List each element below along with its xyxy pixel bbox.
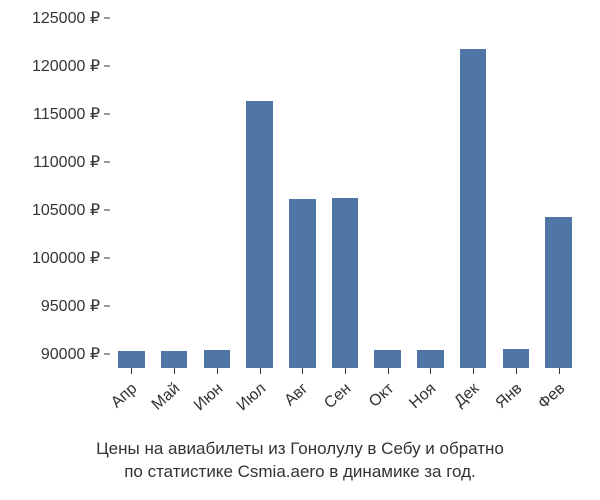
x-tick-label: Окт [366,380,398,411]
y-tick-label: 120000 ₽ [0,56,100,76]
x-tick-label: Фев [535,380,569,413]
x-tick-mark [559,368,560,374]
x-tick-mark [345,368,346,374]
x-tick-label: Янв [492,380,526,413]
x-tick-mark [516,368,517,374]
y-tick-mark [104,113,110,114]
y-tick-label: 90000 ₽ [0,344,100,364]
chart-caption: Цены на авиабилеты из Гонолулу в Себу и … [0,438,600,484]
x-tick-label: Сен [321,380,355,413]
y-tick-label: 115000 ₽ [0,104,100,124]
bar [161,351,187,368]
y-tick-mark [104,257,110,258]
x-tick-label: Июн [191,380,227,415]
bar [332,198,358,368]
x-tick-mark [260,368,261,374]
x-tick-label: Авг [282,380,313,410]
y-tick-mark [104,209,110,210]
x-tick-label: Июл [233,380,269,415]
y-tick-mark [104,65,110,66]
bar [460,49,486,368]
y-tick-mark [104,305,110,306]
y-tick-label: 110000 ₽ [0,152,100,172]
y-tick-label: 105000 ₽ [0,200,100,220]
x-tick-label: Май [149,380,184,414]
bar [204,350,230,368]
x-tick-mark [473,368,474,374]
x-tick-mark [430,368,431,374]
bar [417,350,443,368]
y-tick-label: 100000 ₽ [0,248,100,268]
y-tick-mark [104,161,110,162]
bar [545,217,571,368]
caption-line-2: по статистике Csmia.aero в динамике за г… [124,462,476,481]
plot-area [110,18,580,368]
bar [118,351,144,368]
bar [246,101,272,368]
caption-line-1: Цены на авиабилеты из Гонолулу в Себу и … [96,439,504,458]
x-tick-mark [302,368,303,374]
x-tick-mark [388,368,389,374]
x-tick-label: Дек [451,380,483,411]
x-tick-label: Апр [108,380,141,412]
bar [503,349,529,368]
y-tick-label: 125000 ₽ [0,8,100,28]
x-tick-mark [174,368,175,374]
y-tick-mark [104,18,110,19]
y-tick-label: 95000 ₽ [0,296,100,316]
x-tick-mark [217,368,218,374]
y-tick-mark [104,353,110,354]
bar [374,350,400,368]
price-chart: 90000 ₽ 95000 ₽ 100000 ₽ 105000 ₽ 110000 ₽ 11… [0,0,600,500]
x-tick-label: Ноя [407,380,441,413]
bar [289,199,315,368]
x-tick-mark [131,368,132,374]
